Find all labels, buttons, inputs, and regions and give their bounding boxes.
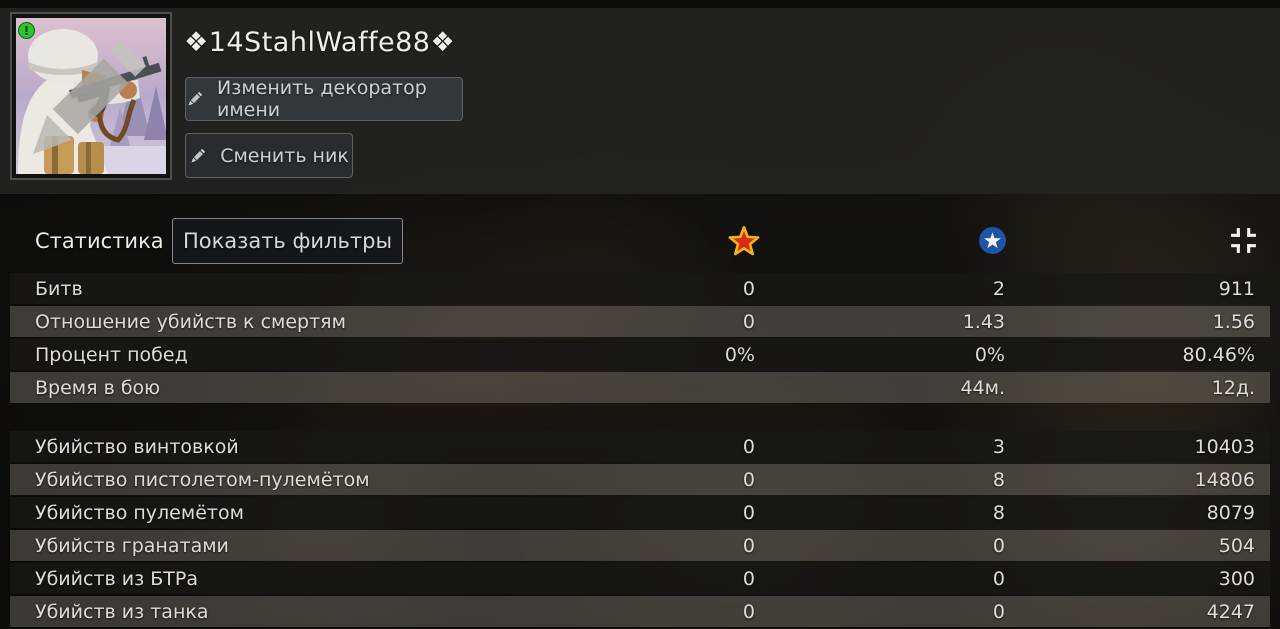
- avatar[interactable]: !: [10, 12, 172, 180]
- table-row: Убийство винтовкой 0 3 10403: [10, 431, 1270, 462]
- usa-value: 8: [992, 501, 1005, 524]
- germany-value: 10403: [1194, 435, 1255, 458]
- row-label: Убийство винтовкой: [35, 435, 239, 458]
- row-label: Убийств гранатами: [35, 534, 229, 557]
- germany-value: 80.46%: [1182, 343, 1255, 366]
- table-row: Битв 0 2 911: [10, 273, 1270, 304]
- usa-value: 8: [992, 468, 1005, 491]
- show-filters-label: Показать фильтры: [182, 229, 393, 253]
- usa-value: 2: [992, 277, 1005, 300]
- avatar-edit-pencil-icon: [32, 40, 147, 155]
- table-row: Убийств из БТРа 0 0 300: [10, 563, 1270, 594]
- table-row: Убийство пулемётом 0 8 8079: [10, 497, 1270, 528]
- ussr-value: 0: [742, 277, 755, 300]
- avatar-alert-badge: !: [18, 22, 35, 39]
- usa-value: 0: [992, 600, 1005, 623]
- table-row: Убийство пистолетом-пулемётом 0 8 14806: [10, 464, 1270, 495]
- row-label: Убийств из танка: [35, 600, 209, 623]
- change-nickname-label: Сменить ник: [220, 144, 349, 167]
- row-label: Процент побед: [35, 343, 188, 366]
- germany-value: 911: [1218, 277, 1255, 300]
- usa-value: 0%: [974, 343, 1005, 366]
- row-label: Убийство пистолетом-пулемётом: [35, 468, 370, 491]
- kills-table: Убийство винтовкой 0 3 10403 Убийство пи…: [10, 431, 1270, 629]
- ussr-value: 0: [742, 310, 755, 333]
- ussr-value: 0: [742, 468, 755, 491]
- germany-value: 12д.: [1211, 376, 1255, 399]
- germany-value: 4247: [1206, 600, 1255, 623]
- change-name-decorator-button[interactable]: Изменить декоратор имени: [185, 77, 463, 121]
- ussr-value: 0: [742, 501, 755, 524]
- table-row: Убийств из танка 0 0 4247: [10, 596, 1270, 627]
- top-strip: [0, 0, 1280, 8]
- player-name: ❖14StahlWaffe88❖: [184, 27, 456, 58]
- table-row: Время в бою 44м. 12д.: [10, 372, 1270, 403]
- ussr-value: 0%: [724, 343, 755, 366]
- row-label: Убийство пулемётом: [35, 501, 244, 524]
- ussr-value: 0: [742, 567, 755, 590]
- germany-value: 14806: [1194, 468, 1255, 491]
- row-label: Время в бою: [35, 376, 161, 399]
- usa-value: 0: [992, 567, 1005, 590]
- row-label: Убийств из БТРа: [35, 567, 198, 590]
- ussr-value: 0: [742, 534, 755, 557]
- show-filters-button[interactable]: Показать фильтры: [172, 218, 403, 264]
- ussr-value: 0: [742, 600, 755, 623]
- table-row: Отношение убийств к смертям 0 1.43 1.56: [10, 306, 1270, 337]
- table-row: Убийств гранатами 0 0 504: [10, 530, 1270, 561]
- stats-title: Статистика: [35, 229, 164, 253]
- row-label: Битв: [35, 277, 83, 300]
- germany-value: 8079: [1206, 501, 1255, 524]
- change-name-decorator-label: Изменить декоратор имени: [217, 77, 427, 121]
- pencil-icon: [189, 147, 207, 165]
- usa-faction-star-icon[interactable]: [978, 226, 1007, 259]
- usa-value: 0: [992, 534, 1005, 557]
- usa-value: 3: [992, 435, 1005, 458]
- summary-table: Битв 0 2 911 Отношение убийств к смертям…: [10, 273, 1270, 405]
- change-nickname-button[interactable]: Сменить ник: [185, 133, 353, 178]
- germany-value: 300: [1218, 567, 1255, 590]
- usa-value: 44м.: [960, 376, 1005, 399]
- usa-value: 1.43: [962, 310, 1005, 333]
- ussr-value: 0: [742, 435, 755, 458]
- germany-faction-cross-icon[interactable]: [1229, 226, 1258, 259]
- germany-value: 1.56: [1212, 310, 1255, 333]
- germany-value: 504: [1218, 534, 1255, 557]
- pencil-icon: [186, 90, 204, 108]
- ussr-faction-star-icon[interactable]: [727, 224, 761, 262]
- table-row: Процент побед 0% 0% 80.46%: [10, 339, 1270, 370]
- row-label: Отношение убийств к смертям: [35, 310, 346, 333]
